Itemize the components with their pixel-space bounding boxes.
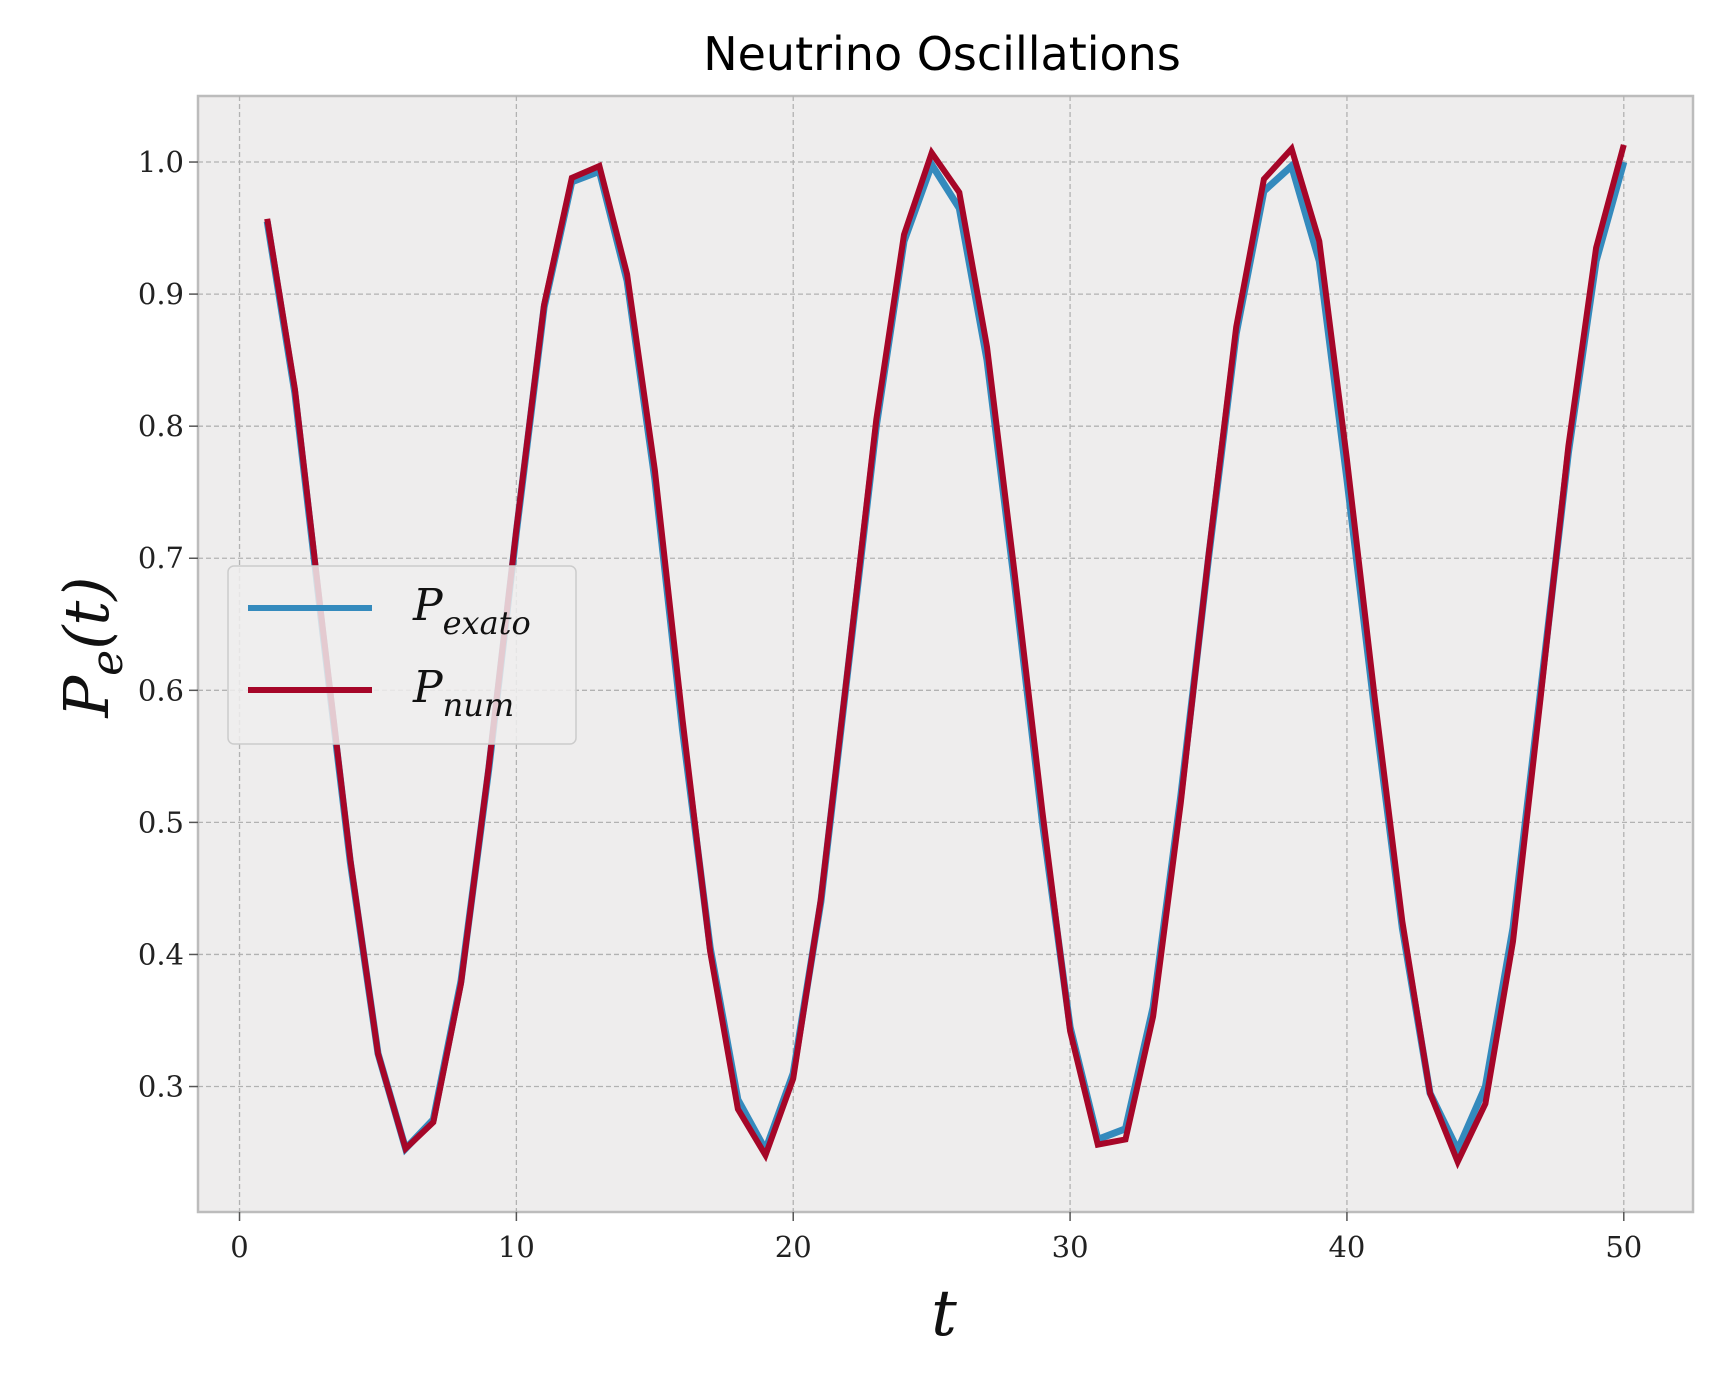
x-axis-label: t	[931, 1277, 957, 1351]
x-tick-label: 40	[1328, 1230, 1365, 1264]
y-axis: 0.3 0.4 0.5 0.6 0.7 0.8 0.9 1.0	[138, 145, 198, 1104]
y-tick-label: 0.8	[138, 409, 184, 443]
chart-title: Neutrino Oscillations	[703, 27, 1181, 81]
y-axis-label-sub: e	[82, 650, 133, 676]
y-axis-label-rest: (t)	[50, 576, 123, 649]
legend-label-exato-sub: exato	[443, 604, 531, 642]
y-axis-label: Pe(t)	[50, 576, 133, 718]
legend: Pexato Pnum	[227, 565, 577, 745]
x-tick-label: 30	[1052, 1230, 1089, 1264]
y-tick-label: 0.9	[138, 277, 184, 311]
y-tick-label: 0.6	[138, 673, 184, 707]
legend-label-exato: Pexato	[412, 580, 531, 642]
legend-label-num-sub: num	[443, 686, 515, 724]
y-tick-label: 0.7	[138, 541, 184, 575]
x-axis: 0 10 20 30 40 50	[230, 1212, 1642, 1264]
y-tick-label: 0.3	[138, 1070, 184, 1104]
legend-label-exato-main: P	[412, 580, 444, 631]
y-tick-label: 0.5	[138, 805, 184, 839]
legend-label-num: Pnum	[412, 662, 514, 724]
x-tick-label: 20	[775, 1230, 812, 1264]
legend-label-num-main: P	[412, 662, 444, 713]
y-tick-label: 0.4	[138, 937, 184, 971]
legend-box	[227, 565, 577, 745]
y-tick-label: 1.0	[138, 145, 184, 179]
x-tick-label: 10	[498, 1230, 535, 1264]
y-axis-label-main: P	[50, 675, 123, 719]
x-tick-label: 0	[230, 1230, 248, 1264]
x-tick-label: 50	[1605, 1230, 1642, 1264]
